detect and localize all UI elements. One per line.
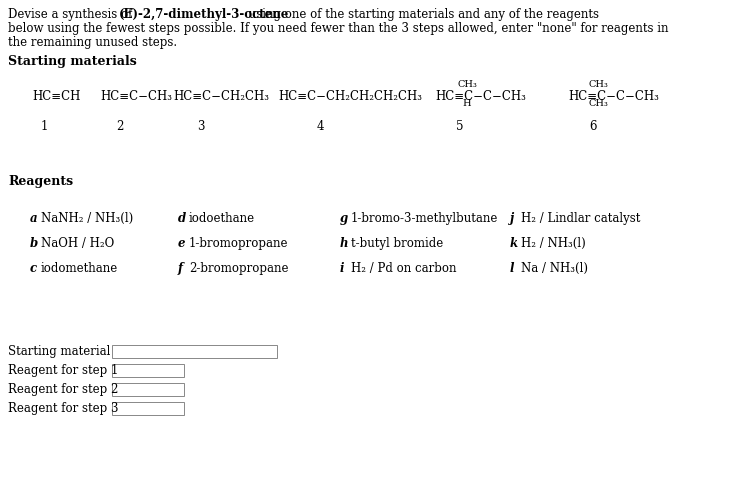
Text: HC≡C−C−CH₃: HC≡C−C−CH₃: [568, 90, 659, 103]
Text: Na / NH₃(l): Na / NH₃(l): [521, 262, 588, 274]
Text: HC≡CH: HC≡CH: [32, 90, 80, 103]
Text: using one of the starting materials and any of the reagents: using one of the starting materials and …: [246, 8, 600, 21]
Text: Starting materials: Starting materials: [8, 55, 137, 68]
Text: f: f: [178, 262, 183, 274]
Text: Reagent for step 3: Reagent for step 3: [8, 401, 119, 414]
FancyBboxPatch shape: [112, 346, 277, 358]
Text: 3: 3: [197, 120, 204, 133]
Text: g: g: [340, 212, 348, 224]
Text: l: l: [510, 262, 514, 274]
Text: i: i: [340, 262, 344, 274]
Text: HC≡C−CH₃: HC≡C−CH₃: [100, 90, 172, 103]
Text: Reagent for step 2: Reagent for step 2: [8, 382, 119, 395]
Text: 2: 2: [116, 120, 124, 133]
FancyBboxPatch shape: [112, 402, 184, 415]
Text: d: d: [178, 212, 186, 224]
Text: c: c: [30, 262, 37, 274]
Text: iodomethane: iodomethane: [41, 262, 118, 274]
Text: k: k: [510, 237, 518, 249]
Text: h: h: [340, 237, 349, 249]
Text: HC≡C−CH₂CH₃: HC≡C−CH₂CH₃: [173, 90, 269, 103]
Text: a: a: [30, 212, 38, 224]
Text: H: H: [463, 99, 471, 108]
Text: j: j: [510, 212, 514, 224]
Text: 5: 5: [456, 120, 464, 133]
Text: the remaining unused steps.: the remaining unused steps.: [8, 36, 177, 49]
Text: 2-bromopropane: 2-bromopropane: [189, 262, 289, 274]
Text: iodoethane: iodoethane: [189, 212, 255, 224]
Text: e: e: [178, 237, 186, 249]
Text: CH₃: CH₃: [457, 80, 477, 89]
FancyBboxPatch shape: [112, 383, 184, 396]
Text: CH₃: CH₃: [588, 80, 608, 89]
Text: 1-bromopropane: 1-bromopropane: [189, 237, 289, 249]
Text: Reagents: Reagents: [8, 175, 73, 187]
Text: H₂ / Pd on carbon: H₂ / Pd on carbon: [351, 262, 456, 274]
Text: t-butyl bromide: t-butyl bromide: [351, 237, 443, 249]
Text: 6: 6: [589, 120, 597, 133]
Text: NaNH₂ / NH₃(l): NaNH₂ / NH₃(l): [41, 212, 134, 224]
Text: NaOH / H₂O: NaOH / H₂O: [41, 237, 114, 249]
Text: H₂ / NH₃(l): H₂ / NH₃(l): [521, 237, 585, 249]
Text: Reagent for step 1: Reagent for step 1: [8, 363, 119, 376]
Text: HC≡C−C−CH₃: HC≡C−C−CH₃: [435, 90, 526, 103]
Text: below using the fewest steps possible. If you need fewer than the 3 steps allowe: below using the fewest steps possible. I…: [8, 22, 669, 35]
Text: CH₃: CH₃: [588, 99, 608, 108]
Text: 1-bromo-3-methylbutane: 1-bromo-3-methylbutane: [351, 212, 499, 224]
Text: Starting material: Starting material: [8, 345, 111, 357]
Text: 1: 1: [41, 120, 48, 133]
FancyBboxPatch shape: [112, 364, 184, 377]
Text: Devise a synthesis of: Devise a synthesis of: [8, 8, 136, 21]
Text: (E)-2,7-dimethyl-3-octene: (E)-2,7-dimethyl-3-octene: [119, 8, 289, 21]
Text: HC≡C−CH₂CH₂CH₂CH₃: HC≡C−CH₂CH₂CH₂CH₃: [278, 90, 422, 103]
Text: H₂ / Lindlar catalyst: H₂ / Lindlar catalyst: [521, 212, 640, 224]
Text: b: b: [30, 237, 39, 249]
Text: 4: 4: [317, 120, 324, 133]
